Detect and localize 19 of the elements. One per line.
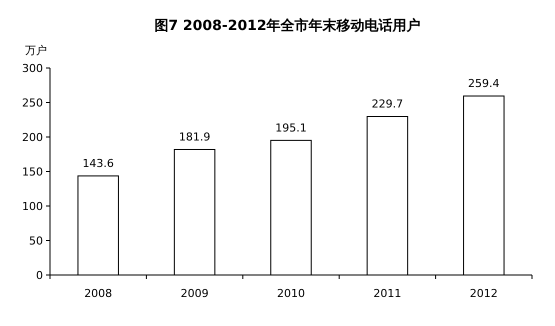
y-tick-label: 250 [22,96,43,110]
x-tick-label: 2012 [470,287,498,300]
y-tick-label: 50 [29,234,43,248]
chart-title: 图7 2008-2012年全市年末移动电话用户 [154,17,421,34]
x-tick-label: 2010 [277,287,305,300]
data-label: 259.4 [468,77,500,90]
x-tick-label: 2008 [84,287,112,300]
y-tick-label: 200 [22,131,43,144]
y-axis-title: 万户 [25,44,47,57]
y-tick-label: 100 [22,200,43,213]
y-tick-label: 300 [22,62,43,75]
data-label: 195.1 [275,121,307,134]
data-label: 143.6 [82,156,114,170]
data-label: 181.9 [178,130,210,144]
x-tick-label: 2009 [180,287,209,300]
y-tick-label: 0 [36,269,43,282]
data-label: 229.7 [372,98,404,111]
y-tick-label: 150 [22,166,43,178]
x-tick-label: 2011 [373,287,402,300]
